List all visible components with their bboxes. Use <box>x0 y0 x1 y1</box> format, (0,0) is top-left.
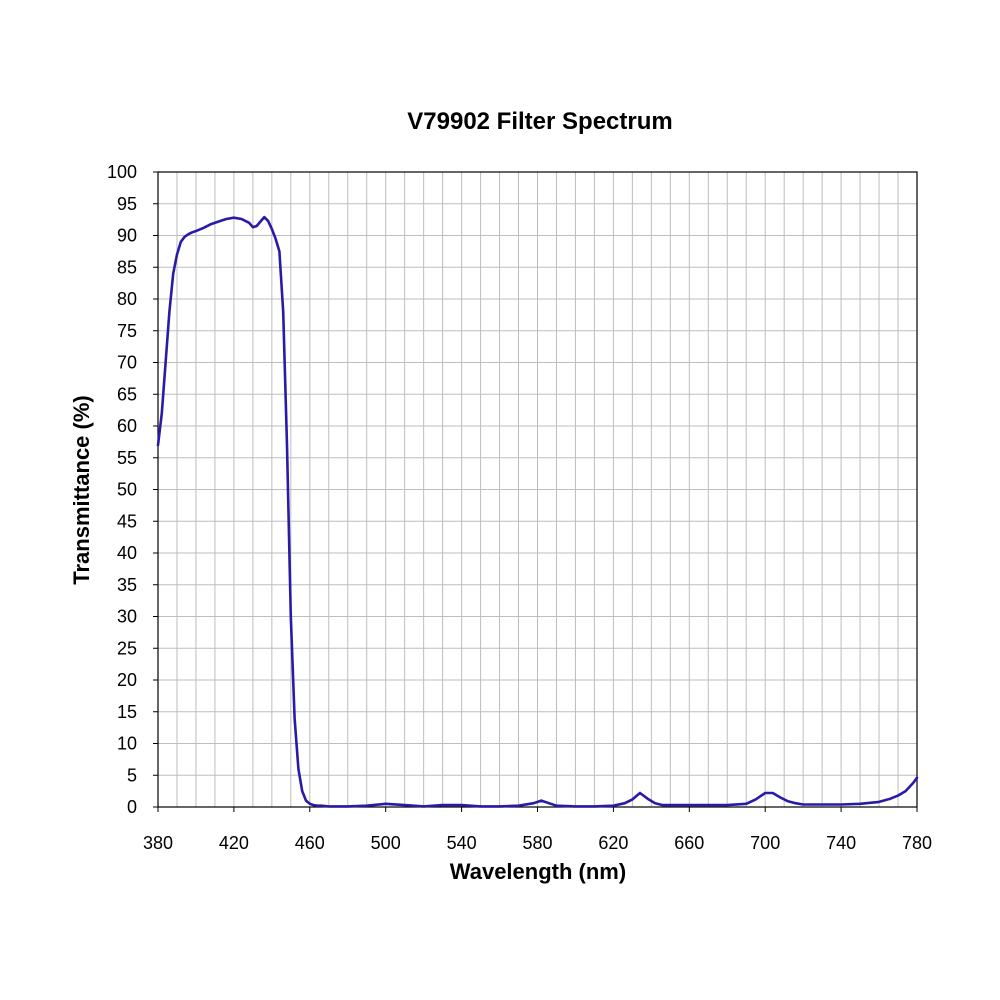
y-tick-label: 40 <box>117 543 137 563</box>
y-tick-label: 25 <box>117 638 137 658</box>
y-tick-label: 15 <box>117 702 137 722</box>
chart-title: V79902 Filter Spectrum <box>407 108 673 135</box>
y-tick-label: 85 <box>117 257 137 277</box>
y-tick-label: 55 <box>117 448 137 468</box>
x-tick-label: 700 <box>750 833 780 853</box>
y-tick-label: 95 <box>117 194 137 214</box>
y-tick-label: 75 <box>117 321 137 341</box>
series-line-transmittance <box>156 215 919 808</box>
x-axis-ticks: 380 420 460 500 540 580 620 660 700 740 780 <box>143 807 932 853</box>
y-tick-label: 30 <box>117 607 137 627</box>
x-tick-label: 420 <box>219 833 249 853</box>
y-tick-label: 80 <box>117 289 137 309</box>
x-tick-label: 460 <box>295 833 325 853</box>
y-tick-label: 65 <box>117 384 137 404</box>
y-tick-label: 20 <box>117 670 137 690</box>
y-axis-title: Transmittance (%) <box>69 395 94 585</box>
y-tick-label: 70 <box>117 353 137 373</box>
x-tick-label: 500 <box>371 833 401 853</box>
y-tick-label: 90 <box>117 226 137 246</box>
x-tick-label: 380 <box>143 833 173 853</box>
y-tick-label: 0 <box>127 797 137 817</box>
y-tick-label: 50 <box>117 480 137 500</box>
y-tick-label: 100 <box>107 162 137 182</box>
y-tick-label: 45 <box>117 511 137 531</box>
x-axis-title: Wavelength (nm) <box>450 859 626 884</box>
x-tick-label: 580 <box>522 833 552 853</box>
x-tick-label: 620 <box>598 833 628 853</box>
y-tick-label: 5 <box>127 765 137 785</box>
y-tick-label: 60 <box>117 416 137 436</box>
x-tick-label: 740 <box>826 833 856 853</box>
x-tick-label: 780 <box>902 833 932 853</box>
y-tick-label: 35 <box>117 575 137 595</box>
y-axis-ticks: 0 5 10 15 20 25 30 35 40 45 50 55 60 65 70 75 80 85 90 95 10… <box>107 162 158 817</box>
x-tick-label: 540 <box>447 833 477 853</box>
x-tick-label: 660 <box>674 833 704 853</box>
horizontal-gridlines <box>158 203 917 776</box>
y-tick-label: 10 <box>117 734 137 754</box>
